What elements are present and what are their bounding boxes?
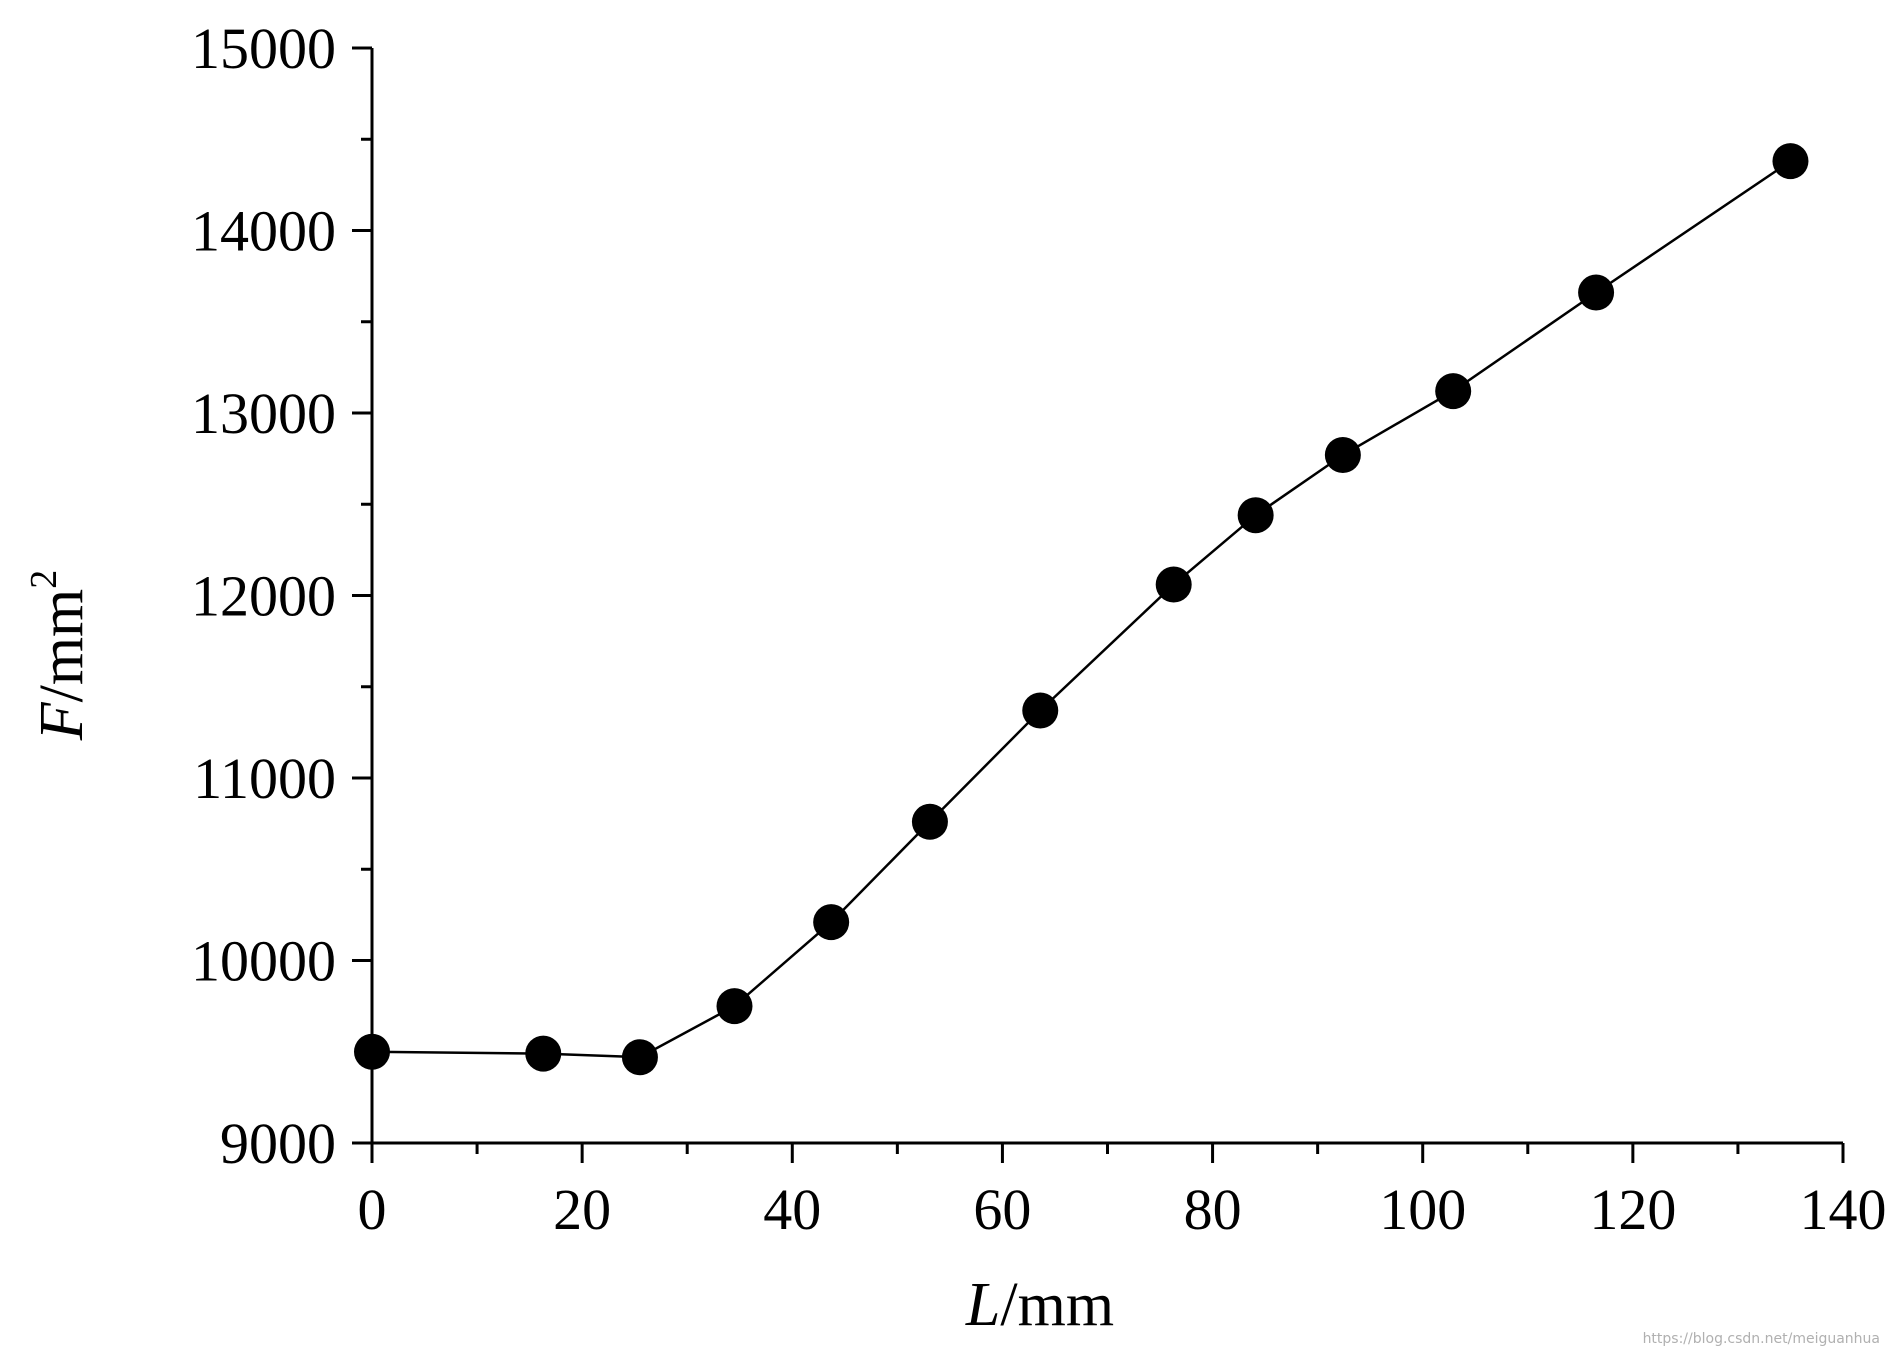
data-point — [354, 1033, 390, 1070]
y-tick-label: 11000 — [193, 746, 336, 811]
y-tick-label: 10000 — [191, 929, 336, 994]
data-point — [1022, 692, 1059, 729]
data-point — [716, 988, 753, 1025]
x-axis-label: L/mm — [965, 1271, 1114, 1339]
axes — [370, 48, 1843, 1145]
x-tick-label: 20 — [553, 1177, 611, 1242]
data-point — [813, 904, 850, 941]
ticks — [352, 46, 1845, 1163]
data-point — [525, 1035, 562, 1072]
x-tick-label: 140 — [1800, 1177, 1887, 1242]
data-point — [621, 1039, 658, 1076]
x-tick-label: 120 — [1589, 1177, 1676, 1242]
tick-labels: 0 20 40 60 80 100 120 140 9000 10000 11000 12000 130… — [191, 16, 1887, 1242]
data-point — [1237, 497, 1274, 534]
y-tick-label: 9000 — [220, 1111, 336, 1176]
x-tick-label: 40 — [763, 1177, 821, 1242]
y-tick-label: 13000 — [191, 381, 336, 446]
x-axis-label-unit: /mm — [1000, 1271, 1114, 1339]
x-tick-label: 0 — [358, 1177, 387, 1242]
y-axis-label-unit: /mm — [28, 589, 96, 703]
y-tick-label: 12000 — [191, 564, 336, 629]
data-point — [1155, 566, 1192, 603]
y-axis-label: F/mm2 — [23, 570, 96, 742]
x-tick-label: 100 — [1379, 1177, 1466, 1242]
y-tick-label: 15000 — [191, 16, 336, 81]
data-point — [1578, 274, 1615, 311]
y-tick-label: 14000 — [191, 199, 336, 264]
series-line — [371, 160, 1792, 1059]
data-point — [1772, 143, 1809, 180]
y-axis-label-exponent: 2 — [23, 570, 65, 589]
data-point — [911, 803, 948, 840]
data-point — [1435, 373, 1472, 410]
x-tick-label: 80 — [1184, 1177, 1242, 1242]
watermark: https://blog.csdn.net/meiguanhua — [1643, 1331, 1880, 1347]
series — [354, 143, 1809, 1076]
x-axis-label-main: L — [965, 1271, 1000, 1339]
data-point — [1324, 436, 1361, 473]
y-axis-label-main: F — [28, 701, 96, 741]
x-tick-label: 60 — [973, 1177, 1031, 1242]
